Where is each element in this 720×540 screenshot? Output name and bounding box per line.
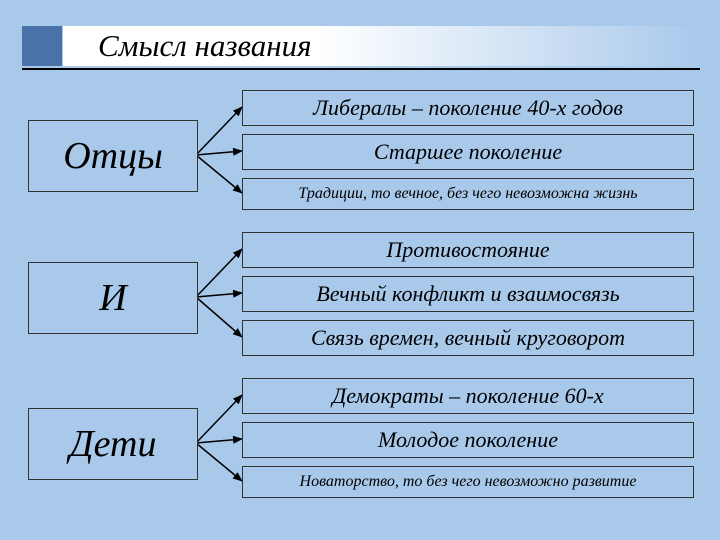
target-node-label: Молодое поколение — [378, 427, 558, 453]
target-node-label: Либералы – поколение 40-х годов — [313, 95, 623, 121]
connector-arrow — [196, 151, 242, 155]
target-node: Противостояние — [242, 232, 694, 268]
source-node: И — [28, 262, 198, 334]
target-node: Новаторство, то без чего невозможно разв… — [242, 466, 694, 498]
target-node: Традиции, то вечное, без чего невозможна… — [242, 178, 694, 210]
connector-arrow — [196, 439, 242, 443]
target-node-label: Связь времен, вечный круговорот — [311, 325, 625, 351]
connector-arrow — [196, 443, 242, 481]
source-node-label: Отцы — [63, 134, 163, 178]
source-node: Дети — [28, 408, 198, 480]
target-node-label: Противостояние — [386, 237, 549, 263]
source-node: Отцы — [28, 120, 198, 192]
target-node-label: Традиции, то вечное, без чего невозможна… — [298, 185, 637, 203]
target-node: Молодое поколение — [242, 422, 694, 458]
connector-arrow — [196, 249, 242, 297]
title-band: Смысл названия — [63, 26, 700, 66]
target-node-label: Старшее поколение — [374, 139, 562, 165]
target-node: Либералы – поколение 40-х годов — [242, 90, 694, 126]
connector-arrow — [196, 107, 242, 155]
target-node: Старшее поколение — [242, 134, 694, 170]
connector-arrow — [196, 297, 242, 337]
connector-arrow — [196, 155, 242, 193]
target-node: Демократы – поколение 60-х — [242, 378, 694, 414]
target-node-label: Вечный конфликт и взаимосвязь — [316, 281, 619, 307]
connector-arrow — [196, 293, 242, 297]
accent-bar — [22, 26, 62, 66]
page-title: Смысл названия — [98, 28, 312, 64]
target-node-label: Новаторство, то без чего невозможно разв… — [300, 473, 637, 491]
connector-arrow — [196, 395, 242, 443]
source-node-label: И — [99, 276, 126, 320]
target-node-label: Демократы – поколение 60-х — [332, 383, 603, 409]
target-node: Вечный конфликт и взаимосвязь — [242, 276, 694, 312]
source-node-label: Дети — [70, 422, 157, 466]
target-node: Связь времен, вечный круговорот — [242, 320, 694, 356]
title-underline — [22, 68, 700, 70]
